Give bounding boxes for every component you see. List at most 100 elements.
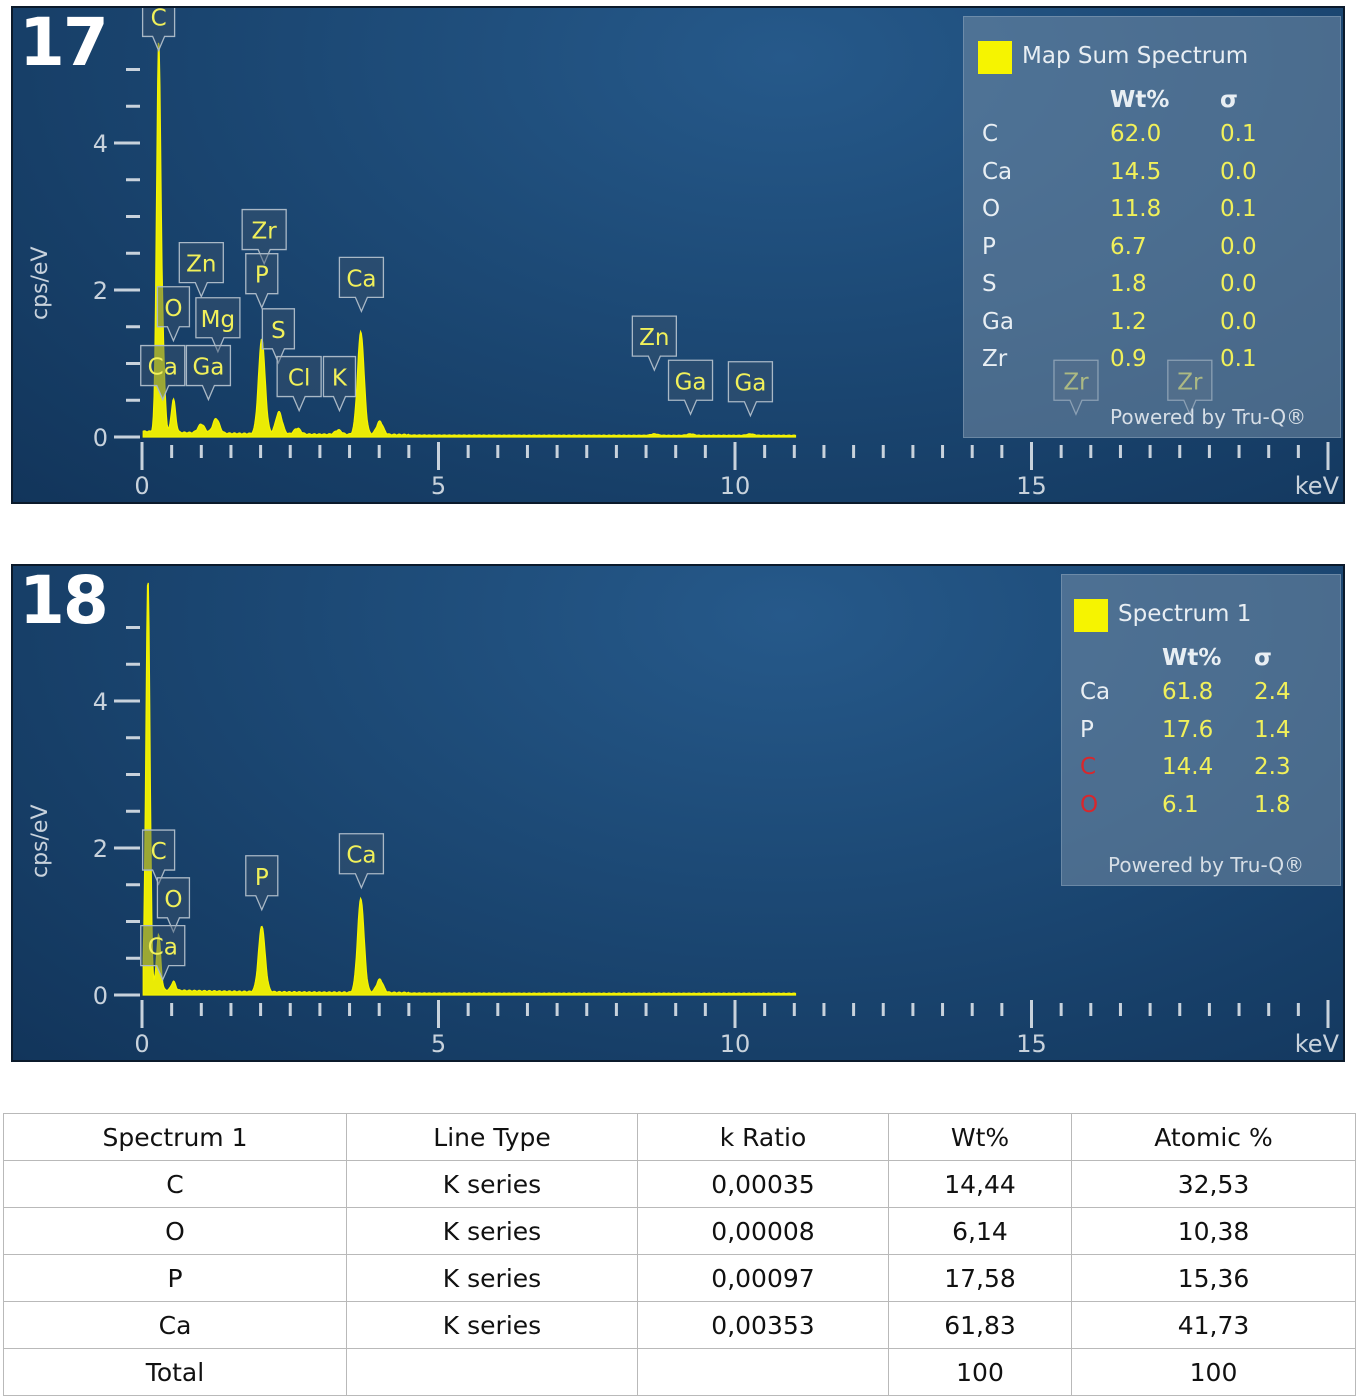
table-cell: 0,00035 (637, 1160, 889, 1208)
legend-wt-value: 14.5 (1110, 158, 1162, 185)
table-cell: Ca (3, 1301, 347, 1349)
legend-col-wt: Wt% (1162, 645, 1222, 671)
peak-label-text: P (255, 263, 269, 289)
table-cell: 100 (888, 1348, 1072, 1396)
figure-label: 18 (19, 564, 109, 639)
table-cell: 61,83 (888, 1301, 1072, 1349)
peak-label-text: Zn (639, 325, 669, 351)
peak-label-box (140, 344, 186, 402)
peak-label-box (338, 256, 385, 314)
legend-element: C (982, 121, 999, 147)
peak-label-text: Ga (734, 371, 766, 397)
table-row: Total 100 100 (3, 1348, 1356, 1396)
peak-label: Mg (195, 297, 241, 354)
x-tick-label: 15 (1016, 1030, 1047, 1058)
legend-wt-value: 17.6 (1162, 716, 1214, 743)
peak-label-box (631, 315, 678, 372)
legend-wt-value: 14.4 (1162, 754, 1214, 780)
legend-col-wt: Wt% (1110, 87, 1170, 113)
spectrum-legend: Spectrum 1 Wt% σ Powered by Tru-Q® Ca 61.… (1061, 574, 1341, 886)
peak-label-box (322, 355, 357, 413)
legend-element: P (982, 233, 996, 260)
peak-label-text: Zr (252, 219, 278, 245)
x-axis-label: keV (1295, 472, 1340, 500)
peak-label: Ca (140, 924, 186, 982)
table-cell: K series (346, 1301, 638, 1349)
legend-sigma-value: 2.4 (1254, 679, 1291, 705)
peak-label-box (261, 308, 296, 365)
peak-label: C (141, 8, 176, 53)
y-tick-label: 2 (93, 835, 108, 863)
peak-label-text: Ga (675, 369, 707, 395)
peak-label-box (245, 253, 279, 310)
peak-label: Cl (276, 355, 322, 413)
peak-label-text: Mg (201, 307, 235, 333)
peak-label-text: Ca (346, 843, 376, 869)
spectrum-series (142, 582, 797, 996)
peak-label-box (195, 297, 241, 354)
peak-label: Ga (727, 361, 774, 418)
powered-by-text: Powered by Tru-Q® (1108, 853, 1305, 877)
peak-label-text: Ca (148, 355, 178, 381)
peak-label: P (245, 253, 279, 310)
peak-label-text: O (164, 887, 182, 913)
legend-sigma-value: 2.3 (1254, 754, 1291, 780)
x-tick-label: 5 (431, 1030, 446, 1058)
peak-label: Zn (631, 315, 678, 372)
table-cell (346, 1348, 638, 1396)
legend-wt-value: 0.9 (1110, 346, 1147, 372)
table-row: Ca K series 0,00353 61,83 41,73 (3, 1301, 1356, 1349)
peak-label-box (141, 8, 176, 53)
peak-label-box (156, 286, 191, 343)
series-swatch (1074, 599, 1108, 632)
legend-wt-value: 61.8 (1162, 679, 1214, 705)
table-header-cell: k Ratio (637, 1113, 889, 1161)
peak-label-text: P (255, 865, 269, 891)
legend-sigma-value: 0.1 (1220, 346, 1257, 372)
y-axis-label: cps/eV (28, 804, 53, 878)
y-tick-label: 2 (93, 277, 108, 305)
legend-element: O (1080, 791, 1099, 818)
table-header-cell: Line Type (346, 1113, 638, 1161)
legend-sigma-value: 0.0 (1220, 158, 1257, 185)
peak-label: Zn (178, 242, 224, 299)
legend-element: C (1080, 754, 1097, 780)
table-cell: 17,58 (888, 1254, 1072, 1302)
peak-label-box (185, 344, 232, 402)
peak-label: K (322, 355, 357, 413)
y-tick-label: 0 (93, 982, 108, 1010)
figure-label: 17 (19, 6, 109, 81)
x-tick-label: 5 (431, 472, 446, 500)
peak-label-text: K (332, 366, 348, 392)
table-cell: O (3, 1207, 347, 1255)
peak-label: Zr (241, 208, 287, 266)
legend-wt-value: 1.2 (1110, 308, 1147, 335)
legend-sigma-value: 0.1 (1220, 196, 1257, 222)
legend-element: O (982, 196, 1001, 222)
legend-element: Ca (1080, 679, 1111, 705)
spectrum-series (142, 42, 797, 438)
peak-label: O (156, 877, 191, 934)
table-cell: 41,73 (1071, 1301, 1356, 1349)
legend-wt-value: 11.8 (1110, 196, 1162, 222)
table-cell: P (3, 1254, 347, 1302)
peak-label-text: Zn (186, 252, 216, 278)
table-cell: K series (346, 1207, 638, 1255)
peak-label: C (141, 829, 176, 886)
peak-label: S (261, 308, 296, 365)
peak-label-box (241, 208, 287, 266)
spectrum-legend: Map Sum Spectrum Wt% σ Powered by Tru-Q®… (963, 16, 1341, 438)
legend-sigma-value: 0.1 (1220, 121, 1257, 147)
legend-title: Spectrum 1 (1118, 601, 1252, 627)
table-cell: 15,36 (1071, 1254, 1356, 1302)
x-axis-label: keV (1295, 1030, 1340, 1058)
peak-label-box (245, 855, 279, 912)
table-cell: 0,00353 (637, 1301, 889, 1349)
peak-label: Ca (338, 833, 385, 890)
spectrum-chart-18: 0 2 4 cps/eV 0 5 10 15 keV C O Ca P Ca 18 Spectrum 1 … (11, 564, 1345, 1062)
peak-label-text: Cl (288, 366, 310, 392)
legend-col-sigma: σ (1254, 645, 1272, 671)
y-tick-label: 4 (93, 688, 108, 716)
